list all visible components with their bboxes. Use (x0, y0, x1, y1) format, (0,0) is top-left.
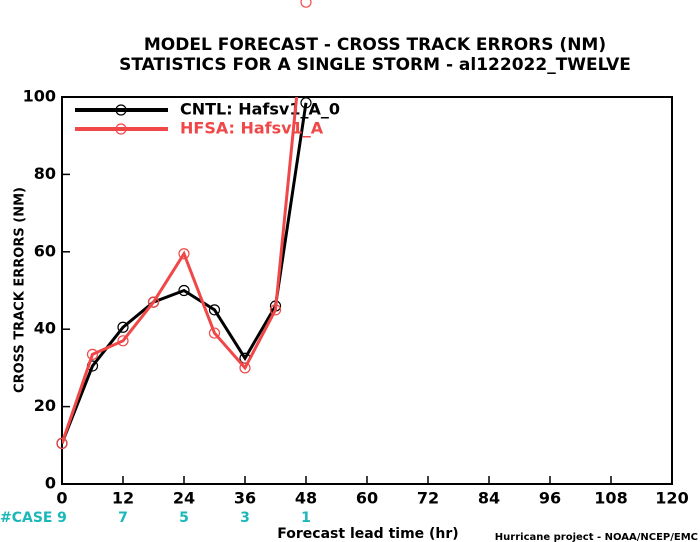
series-line (62, 102, 308, 444)
y-tick-label: 60 (34, 241, 56, 260)
point (269, 304, 282, 316)
case-count: 1 (301, 510, 311, 526)
legend-label: CNTL: Hafsv1_A_0 (180, 100, 340, 119)
point (117, 321, 129, 333)
case-count: 5 (179, 510, 189, 526)
chart-title: MODEL FORECAST - CROSS TRACK ERRORS (NM) (144, 35, 606, 55)
point (178, 284, 190, 297)
x-tick-label: 120 (655, 489, 688, 508)
chart-subtitle: STATISTICS FOR A SINGLE STORM - al122022… (119, 55, 631, 75)
x-tick-label: 12 (112, 489, 134, 508)
legend-marker (115, 123, 127, 135)
point (56, 437, 68, 449)
case-count: 7 (118, 510, 128, 526)
point (117, 335, 129, 347)
legend-marker (115, 104, 127, 116)
point (300, 0, 312, 8)
legend-label: HFSA: Hafsv1_A (180, 119, 324, 138)
point (208, 327, 221, 339)
x-tick-label: 48 (295, 489, 317, 508)
x-tick-label: 24 (173, 489, 195, 508)
case-count: 9 (57, 510, 67, 526)
point (208, 304, 221, 316)
x-axis-label: Forecast lead time (hr) (277, 526, 458, 542)
x-tick-label: 72 (417, 489, 439, 508)
credit: Hurricane project - NOAA/NCEP/EMC (495, 532, 698, 542)
point (147, 296, 160, 308)
case-count: 3 (240, 510, 250, 526)
x-tick-label: 96 (539, 489, 561, 508)
x-tick-label: 36 (234, 489, 256, 508)
y-tick-label: 20 (34, 396, 56, 415)
plot-frame (61, 96, 673, 485)
x-tick-label: 84 (478, 489, 500, 508)
y-tick-label: 80 (34, 164, 56, 183)
point (86, 348, 99, 360)
case-label: #CASE (0, 510, 53, 526)
x-tick-label: 0 (56, 489, 67, 508)
series-line-group (62, 97, 299, 444)
y-tick-label: 40 (34, 319, 56, 338)
series-line (62, 97, 299, 444)
x-tick-label: 60 (356, 489, 378, 508)
x-tick-label: 108 (594, 489, 627, 508)
point (178, 248, 190, 260)
series-line-group (62, 102, 308, 444)
point (300, 97, 312, 109)
y-tick-label: 0 (45, 474, 56, 493)
y-axis-label: CROSS TRACK ERRORS (NM) (13, 187, 28, 393)
point (239, 362, 251, 374)
y-tick-label: 100 (23, 87, 56, 106)
